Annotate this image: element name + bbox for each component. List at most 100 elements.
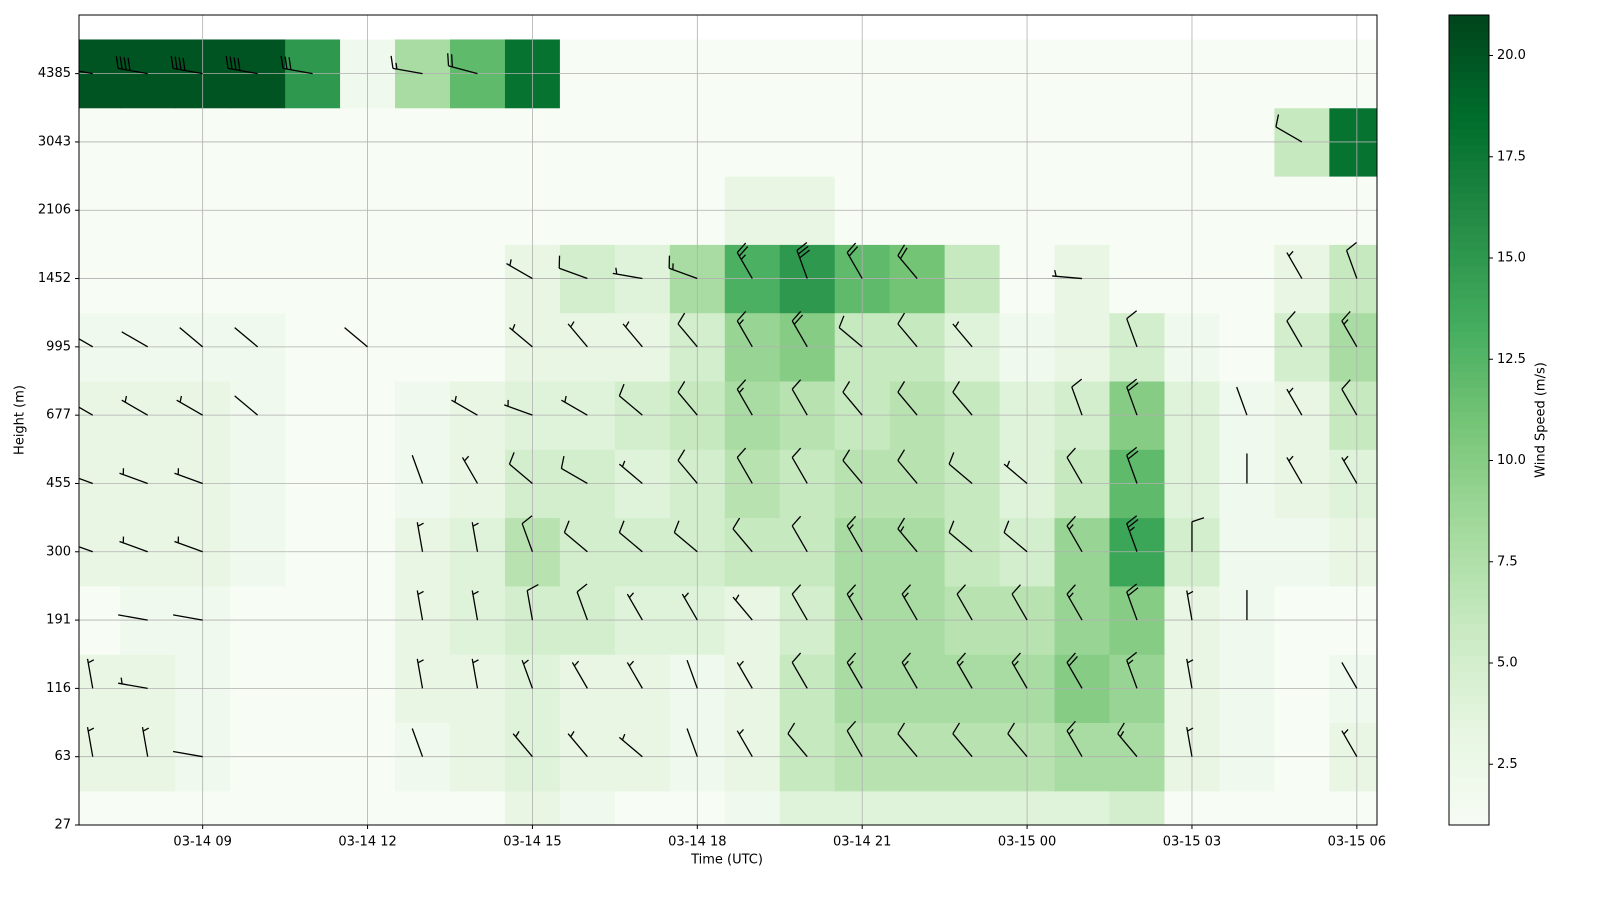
wind-barb xyxy=(176,395,203,416)
wind-barb xyxy=(1126,378,1139,416)
wind-barb xyxy=(571,660,588,689)
wind-barb xyxy=(846,515,863,553)
colorbar-swatch xyxy=(1449,128,1489,138)
wind-barb xyxy=(512,731,533,758)
colorbar-swatch xyxy=(1449,468,1489,478)
wind-barb xyxy=(791,447,808,484)
colorbar-tick-label: 17.5 xyxy=(1497,149,1526,164)
wind-barb xyxy=(1286,310,1303,348)
wind-barb xyxy=(1117,722,1138,758)
colorbar-swatch xyxy=(1449,573,1489,583)
colorbar-frame xyxy=(1448,14,1490,826)
barbs xyxy=(79,53,1358,758)
colorbar-swatch xyxy=(1449,282,1489,291)
wind-barb xyxy=(1236,386,1248,416)
wind-barb xyxy=(344,327,368,348)
colorbar-swatch xyxy=(1449,695,1489,705)
wind-barb xyxy=(1186,727,1194,757)
colorbar-swatch xyxy=(1449,606,1489,615)
wind-barb xyxy=(677,312,698,348)
heat-cell xyxy=(1219,790,1275,825)
wind-barb xyxy=(952,722,973,758)
wind-barb xyxy=(732,594,753,621)
wind-barb xyxy=(1066,584,1083,621)
wind-barb xyxy=(1341,310,1358,348)
colorbar-swatch xyxy=(1449,744,1489,753)
y-tick-label: 677 xyxy=(46,408,71,423)
wind-barb xyxy=(471,590,479,621)
colorbar-swatch xyxy=(1449,249,1489,259)
y-tick-label: 455 xyxy=(46,476,71,491)
heat-cell xyxy=(1054,790,1111,825)
wind-barb xyxy=(416,522,424,552)
colorbar-swatch xyxy=(1449,501,1489,510)
wind-barb xyxy=(561,395,588,416)
colorbar-swatch xyxy=(1449,185,1489,194)
wind-barb xyxy=(686,728,698,757)
colorbar-swatch xyxy=(1449,719,1489,729)
colorbar-swatch xyxy=(1449,403,1489,413)
wind-barb xyxy=(118,614,148,621)
x-tick-label: 03-14 15 xyxy=(503,835,561,850)
wind-barb xyxy=(471,658,479,689)
colorbar-swatch xyxy=(1449,266,1489,275)
wind-barb xyxy=(1126,446,1139,484)
heat-cell xyxy=(120,790,176,825)
colorbar-tick-label: 5.0 xyxy=(1497,656,1518,671)
wind-barb xyxy=(451,395,478,416)
heat-cell xyxy=(559,790,616,825)
wind-barb xyxy=(1341,455,1358,484)
colorbar-swatch xyxy=(1449,55,1489,65)
wind-barb xyxy=(79,477,93,485)
colorbar-tick-label: 15.0 xyxy=(1497,251,1526,266)
wind-barb xyxy=(121,395,149,416)
wind-barb xyxy=(1126,310,1138,348)
wind-barb xyxy=(842,381,863,416)
wind-barb xyxy=(626,660,643,689)
wind-barb xyxy=(1126,651,1138,689)
wind-barb xyxy=(461,455,479,484)
wind-barb xyxy=(791,310,808,348)
colorbar-swatch xyxy=(1449,484,1489,494)
y-tick-label: 995 xyxy=(46,339,71,354)
colorbar-swatch xyxy=(1449,23,1489,32)
wind-barb xyxy=(173,750,203,758)
colorbar-swatch xyxy=(1449,598,1489,607)
wind-barb xyxy=(846,584,863,621)
colorbar-swatch xyxy=(1449,800,1489,810)
colorbar-swatch xyxy=(1449,590,1489,599)
wind-barb xyxy=(1066,652,1083,689)
x-axis-label: Time (UTC) xyxy=(690,853,763,868)
colorbar-swatch xyxy=(1449,663,1489,672)
colorbar-swatch xyxy=(1449,792,1489,802)
wind-barb xyxy=(668,255,698,280)
wind-barb xyxy=(86,658,95,689)
wind-barb xyxy=(411,728,424,757)
wind-barb xyxy=(846,242,863,279)
wind-barb xyxy=(141,727,150,757)
wind-barb xyxy=(736,447,753,484)
colorbar-swatch xyxy=(1449,371,1489,381)
wind-barb xyxy=(174,536,203,553)
colorbar-swatch xyxy=(1449,31,1489,40)
wind-barb xyxy=(948,452,973,484)
y-axis-label: Height (m) xyxy=(13,385,28,455)
wind-barb xyxy=(504,399,533,416)
wind-barb xyxy=(618,520,643,553)
colorbar-tick-label: 10.0 xyxy=(1497,453,1526,468)
wind-barb xyxy=(234,327,259,348)
wind-barb xyxy=(447,53,478,75)
colorbar-swatch xyxy=(1449,444,1489,453)
wind-barb xyxy=(791,652,808,689)
colorbar-swatch xyxy=(1449,152,1489,162)
colorbar-swatch xyxy=(1449,703,1489,713)
wind-barb xyxy=(509,324,533,348)
colorbar-swatch xyxy=(1449,39,1489,48)
wind-barb xyxy=(1341,729,1358,758)
wind-barb xyxy=(1341,662,1358,689)
colorbar-swatch xyxy=(1449,760,1489,769)
wind-barb xyxy=(390,55,423,75)
wind-barb xyxy=(736,310,753,348)
colorbar-swatch xyxy=(1449,525,1489,534)
heat-cell xyxy=(1274,790,1330,825)
